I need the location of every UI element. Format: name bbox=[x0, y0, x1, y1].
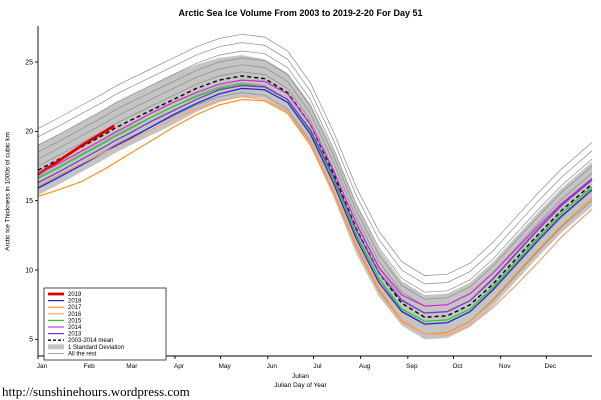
other-year-line bbox=[37, 92, 593, 335]
legend-label: 2014 bbox=[68, 325, 82, 331]
legend-label: 2016 bbox=[68, 312, 82, 318]
legend-label: 2003-2014 mean bbox=[68, 338, 113, 344]
other-year-line bbox=[37, 50, 593, 293]
series-2017 bbox=[37, 98, 593, 335]
other-year-line bbox=[37, 42, 593, 285]
series-2014 bbox=[37, 79, 593, 307]
x-axis-label: Julian bbox=[292, 373, 309, 380]
x-tick-label: Aug bbox=[359, 363, 371, 370]
legend-label: All the rest bbox=[68, 351, 97, 357]
x-axis-sublabel: Julian Day of Year bbox=[274, 382, 327, 389]
y-tick-label: 5 bbox=[29, 337, 33, 344]
x-tick-label: Jan bbox=[37, 363, 48, 370]
legend-label: 2013 bbox=[68, 332, 82, 338]
legend-label: 1 Standard Deviation bbox=[68, 345, 124, 351]
legend-box bbox=[43, 287, 167, 361]
other-year-line bbox=[37, 33, 593, 276]
y-tick-label: 10 bbox=[25, 267, 33, 274]
footer-link[interactable]: http://sunshinehours.wordpress.com bbox=[2, 384, 190, 399]
legend-band-swatch bbox=[48, 344, 64, 350]
series-2019 bbox=[37, 124, 115, 176]
series-2013 bbox=[37, 84, 593, 314]
x-tick-label: Dec bbox=[545, 363, 557, 370]
legend-label: 2019 bbox=[68, 292, 82, 298]
y-axis-label: Arctic Ice Thickness in 1000s of cubic k… bbox=[4, 132, 12, 251]
legend-label: 2018 bbox=[68, 299, 82, 305]
x-tick-label: Nov bbox=[499, 363, 511, 370]
x-tick-label: Oct bbox=[452, 363, 462, 370]
x-tick-label: Feb bbox=[84, 363, 96, 370]
y-tick-label: 20 bbox=[25, 129, 33, 136]
y-tick-label: 25 bbox=[25, 59, 33, 66]
chart-title: Arctic Sea Ice Volume From 2003 to 2019-… bbox=[178, 8, 423, 18]
series-2016 bbox=[37, 96, 593, 336]
series-2018 bbox=[37, 87, 593, 325]
other-year-line bbox=[37, 71, 593, 314]
x-tick-label: Sep bbox=[406, 363, 418, 370]
x-tick-label: May bbox=[218, 363, 231, 370]
y-tick-label: 15 bbox=[25, 198, 33, 205]
x-tick-label: Mar bbox=[126, 363, 138, 370]
plot-area bbox=[37, 33, 593, 340]
legend-label: 2015 bbox=[68, 318, 82, 324]
other-year-line bbox=[37, 57, 593, 300]
legend-label: 2017 bbox=[68, 305, 82, 311]
x-tick-label: Apr bbox=[174, 363, 185, 370]
x-tick-label: Jul bbox=[313, 363, 322, 370]
x-tick-label: Jun bbox=[267, 363, 278, 370]
